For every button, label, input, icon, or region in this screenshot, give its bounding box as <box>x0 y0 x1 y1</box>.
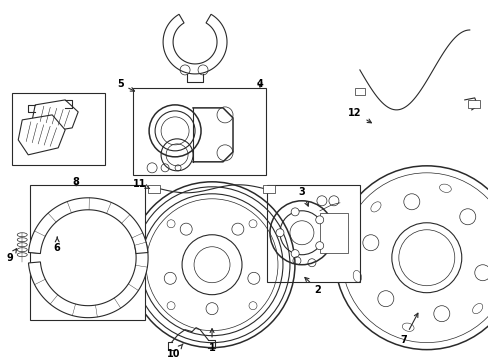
Circle shape <box>315 216 323 224</box>
Bar <box>148 185 160 193</box>
Bar <box>354 88 364 95</box>
Bar <box>467 100 479 108</box>
Polygon shape <box>163 14 226 74</box>
Circle shape <box>290 249 299 258</box>
Polygon shape <box>28 242 148 318</box>
Polygon shape <box>18 115 65 155</box>
Bar <box>30 185 145 320</box>
Bar <box>12 93 105 165</box>
Text: 9: 9 <box>7 249 17 263</box>
Text: 6: 6 <box>54 237 61 253</box>
Polygon shape <box>28 198 147 253</box>
Text: 8: 8 <box>73 177 80 187</box>
Text: 7: 7 <box>400 313 417 345</box>
Text: 3: 3 <box>298 187 308 206</box>
Circle shape <box>315 242 323 250</box>
Text: 2: 2 <box>304 278 321 295</box>
Text: 5: 5 <box>117 79 134 91</box>
Text: 12: 12 <box>347 108 371 123</box>
Bar <box>263 185 274 193</box>
Text: 11: 11 <box>133 179 149 189</box>
Bar <box>319 213 347 253</box>
Circle shape <box>290 208 299 216</box>
Bar <box>133 88 265 175</box>
Polygon shape <box>32 100 78 133</box>
Circle shape <box>275 229 284 237</box>
Text: 10: 10 <box>167 344 183 359</box>
Text: 1: 1 <box>208 329 215 353</box>
Text: 4: 4 <box>256 79 263 89</box>
Bar <box>266 185 359 282</box>
